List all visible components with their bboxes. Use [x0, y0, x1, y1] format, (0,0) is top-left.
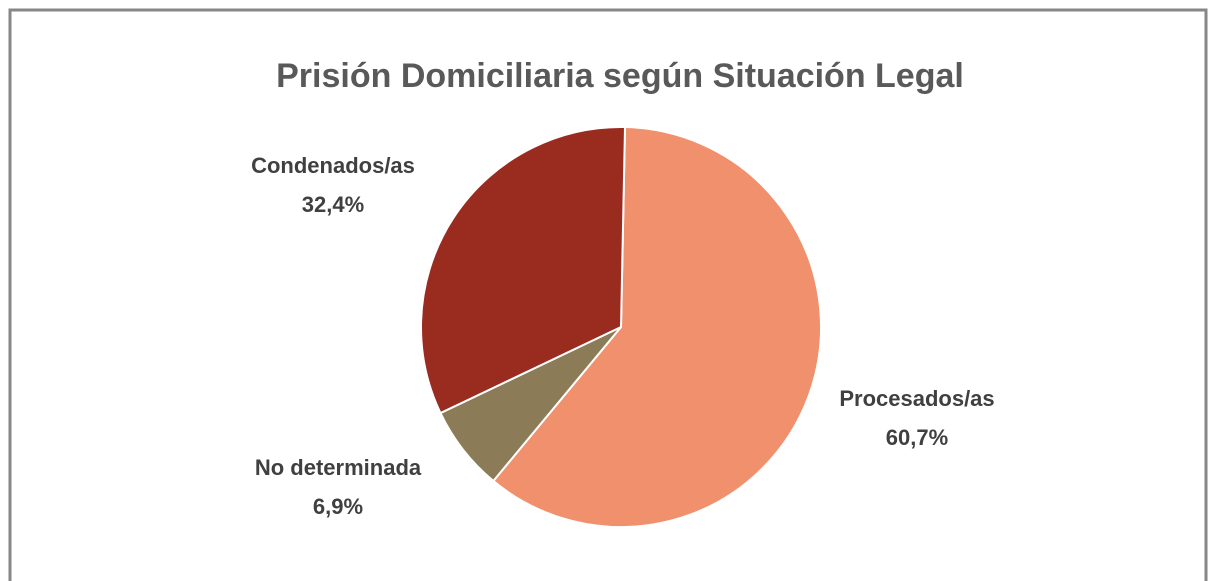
- pie-slice: [420, 126, 627, 415]
- pie-slice: [491, 126, 822, 528]
- slice-category-label: Procesados/as: [839, 386, 994, 411]
- slice-category-label: No determinada: [255, 455, 422, 480]
- slice-value-label: 60,7%: [886, 425, 948, 450]
- slice-value-label: 6,9%: [313, 494, 363, 519]
- chart-title: Prisión Domiciliaria según Situación Leg…: [276, 57, 964, 95]
- frame: [8, 8, 1208, 581]
- slice-category-label: Condenados/as: [251, 153, 415, 178]
- slice-value-label: 32,4%: [302, 192, 364, 217]
